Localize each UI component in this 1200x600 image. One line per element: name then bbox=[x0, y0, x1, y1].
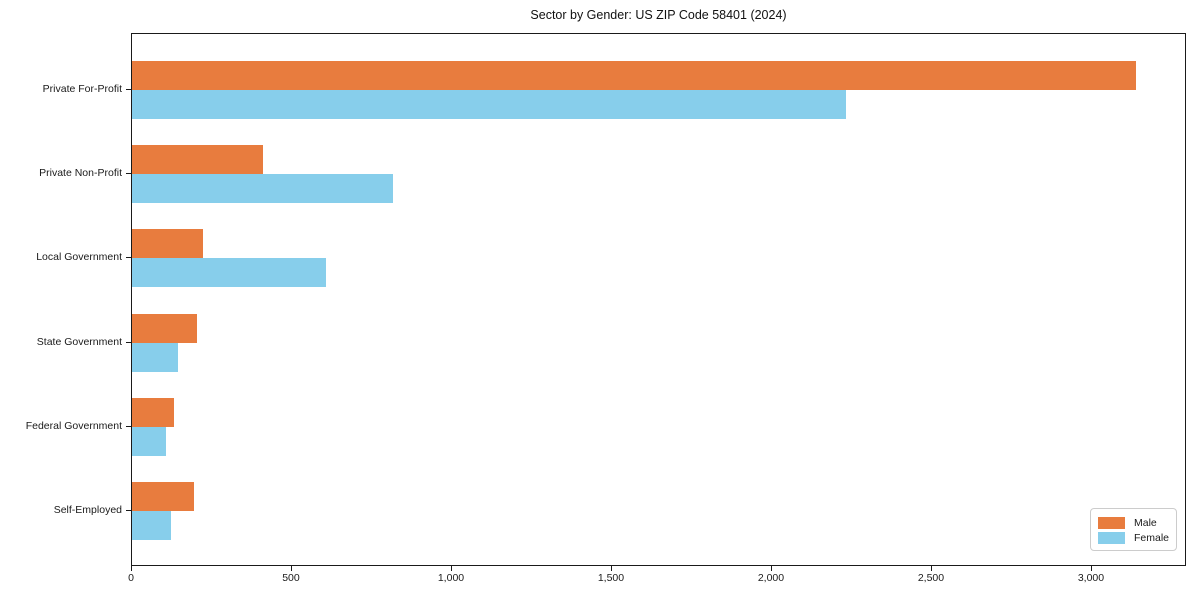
legend-male-swatch-icon bbox=[1098, 516, 1125, 529]
bar-female-private-non-profit bbox=[132, 174, 393, 204]
bar-male-private-for-profit bbox=[132, 61, 1136, 90]
x-tick-label-500: 500 bbox=[282, 572, 300, 584]
legend-female-label: Female bbox=[1134, 531, 1170, 544]
bar-male-federal-government bbox=[132, 397, 174, 427]
plot-area bbox=[131, 33, 1186, 566]
bar-male-self-employed bbox=[132, 482, 194, 511]
y-label-private-for-profit: Private For-Profit bbox=[42, 83, 122, 95]
bar-female-local-government bbox=[132, 258, 326, 288]
bar-female-private-for-profit bbox=[132, 90, 846, 119]
y-label-self-employed: Self-Employed bbox=[53, 504, 122, 516]
bar-female-state-government bbox=[132, 342, 178, 372]
x-tick-label-2500: 2,500 bbox=[917, 572, 945, 584]
x-tick-3000 bbox=[1090, 566, 1092, 571]
x-tick-label-1500: 1,500 bbox=[597, 572, 625, 584]
y-tick-federal-government bbox=[126, 425, 131, 427]
legend: Male Female bbox=[1090, 508, 1177, 551]
y-tick-private-non-profit bbox=[126, 173, 131, 175]
y-tick-local-government bbox=[126, 257, 131, 259]
x-tick-label-3000: 3,000 bbox=[1077, 572, 1105, 584]
y-tick-self-employed bbox=[126, 510, 131, 511]
y-label-state-government: State Government bbox=[36, 335, 122, 348]
legend-entry-female: Female bbox=[1098, 530, 1176, 545]
chart-title: Sector by Gender: US ZIP Code 58401 (202… bbox=[530, 8, 787, 22]
x-tick-label-2000: 2,000 bbox=[757, 572, 785, 584]
bar-female-self-employed bbox=[132, 511, 171, 540]
x-tick-1000 bbox=[450, 566, 452, 571]
bar-male-local-government bbox=[132, 229, 203, 259]
x-tick-label-0: 0 bbox=[128, 572, 134, 584]
x-tick-2000 bbox=[770, 566, 772, 571]
x-tick-1500 bbox=[610, 566, 612, 571]
legend-female-swatch-icon bbox=[1098, 531, 1125, 544]
legend-entry-male: Male bbox=[1098, 515, 1176, 530]
y-label-local-government: Local Government bbox=[36, 251, 122, 264]
x-tick-label-1000: 1,000 bbox=[437, 572, 465, 584]
legend-male-label: Male bbox=[1134, 516, 1157, 529]
x-tick-500 bbox=[290, 566, 292, 571]
x-tick-2500 bbox=[930, 566, 932, 571]
x-tick-0 bbox=[131, 566, 132, 571]
bar-female-federal-government bbox=[132, 426, 166, 456]
y-tick-private-for-profit bbox=[126, 89, 131, 90]
y-label-private-non-profit: Private Non-Profit bbox=[39, 167, 122, 180]
y-tick-state-government bbox=[126, 341, 131, 343]
y-label-federal-government: Federal Government bbox=[25, 419, 122, 432]
bar-male-state-government bbox=[132, 313, 197, 343]
bar-male-private-non-profit bbox=[132, 145, 263, 175]
